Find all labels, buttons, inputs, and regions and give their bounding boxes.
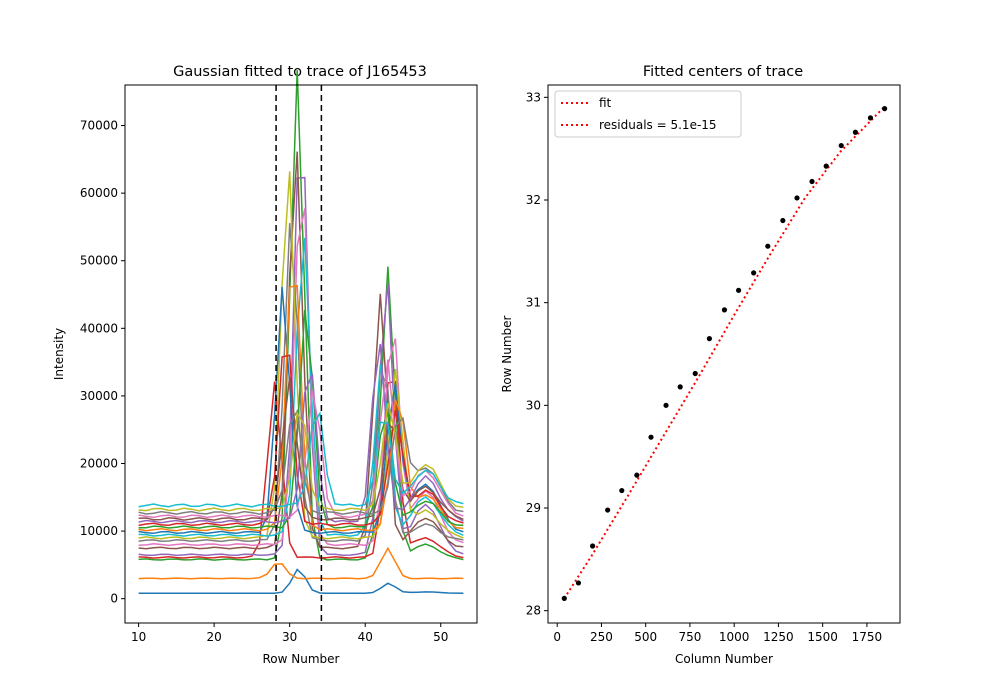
x-tick-label: 500 [634,630,657,644]
x-tick-label: 30 [282,630,297,644]
x-tick-label: 10 [131,630,146,644]
left-x-ticks: 10 20 30 40 50 [131,623,448,644]
intensity-series-line [138,354,464,527]
intensity-series-line [138,223,464,543]
x-tick-label: 0 [553,630,561,644]
left-chart: Gaussian fitted to trace of J165453 10 20… [52,64,478,666]
intensity-series-line [138,411,464,508]
legend-box [554,90,742,138]
left-chart-title: Gaussian fitted to trace of J165453 [173,64,427,80]
left-x-axis-label: Row Number [263,652,340,666]
x-tick-label: 1750 [852,630,883,644]
x-tick-label: 1250 [763,630,794,644]
legend: fit residuals = 5.1e-15 [554,90,742,138]
left-series-lines [138,69,464,595]
fitted-center-point [706,335,712,342]
right-chart: Fitted centers of trace 0 250 500 750 1000 12… [500,64,901,666]
intensity-series-line [138,380,464,559]
fitted-center-point [751,270,757,276]
intensity-series-line [138,309,464,529]
y-tick-label: 31 [526,296,541,310]
fitted-center-point [648,434,654,440]
y-tick-label: 10000 [80,524,118,538]
intensity-series-line [138,237,464,537]
y-tick-label: 30000 [80,389,118,403]
x-tick-label: 50 [433,630,448,644]
fitted-center-point [605,507,611,513]
fit-line [563,105,886,599]
right-x-ticks: 0 250 500 750 1000 1250 1500 1750 [553,623,882,644]
fitted-center-point [838,142,844,149]
left-plot-frame [124,84,478,624]
fitted-center-point [823,163,829,169]
y-tick-label: 40000 [80,321,118,335]
intensity-series-line [138,408,464,515]
fitted-center-points [561,106,888,601]
y-tick-label: 28 [526,604,541,618]
intensity-series-line [138,176,464,557]
intensity-series-line [138,376,464,521]
fitted-center-point [765,243,771,249]
left-y-axis-label: Intensity [52,328,66,380]
intensity-series-line [138,402,464,512]
x-tick-label: 20 [206,630,221,644]
fitted-center-point [852,129,859,135]
right-chart-title: Fitted centers of trace [643,64,803,80]
legend-fit-label: fit [599,96,612,110]
right-y-axis-label: Row Number [500,315,514,392]
fitted-center-point [561,595,567,601]
y-tick-label: 32 [526,193,541,207]
right-plot-frame [547,84,901,624]
right-y-ticks: 28 29 30 31 32 33 [526,90,548,618]
intensity-series-line [138,568,464,595]
fitted-center-point [634,472,640,478]
right-x-axis-label: Column Number [675,652,773,666]
y-tick-label: 33 [526,90,541,104]
y-tick-label: 60000 [80,186,118,200]
intensity-series-line [138,69,464,561]
left-y-ticks: 0 10000 20000 30000 40000 50000 60000 70000 [80,119,125,606]
x-tick-label: 750 [678,630,701,644]
fitted-center-point [677,384,683,390]
x-tick-label: 1500 [807,630,838,644]
y-tick-label: 29 [526,501,541,515]
fitted-center-point [619,487,625,494]
fitted-center-point [589,543,596,549]
fitted-center-point [794,195,800,201]
fitted-center-point [780,217,786,224]
y-tick-label: 0 [110,592,118,606]
fitted-center-point [882,106,888,112]
fitted-center-point [736,287,742,293]
fitted-center-point [692,370,698,377]
fitted-center-point [575,580,582,586]
fitted-center-point [721,307,728,313]
x-tick-label: 250 [590,630,613,644]
intensity-series-line [138,546,464,580]
y-tick-label: 30 [526,398,541,412]
fitted-center-point [663,402,669,408]
intensity-series-line [138,359,464,519]
fitted-center-point [809,178,815,185]
y-tick-label: 20000 [80,456,118,470]
fitted-center-point [867,115,874,121]
legend-residuals-label: residuals = 5.1e-15 [599,118,717,132]
y-tick-label: 50000 [80,254,118,268]
x-tick-label: 40 [358,630,373,644]
x-tick-label: 1000 [719,630,750,644]
y-tick-label: 70000 [80,119,118,133]
